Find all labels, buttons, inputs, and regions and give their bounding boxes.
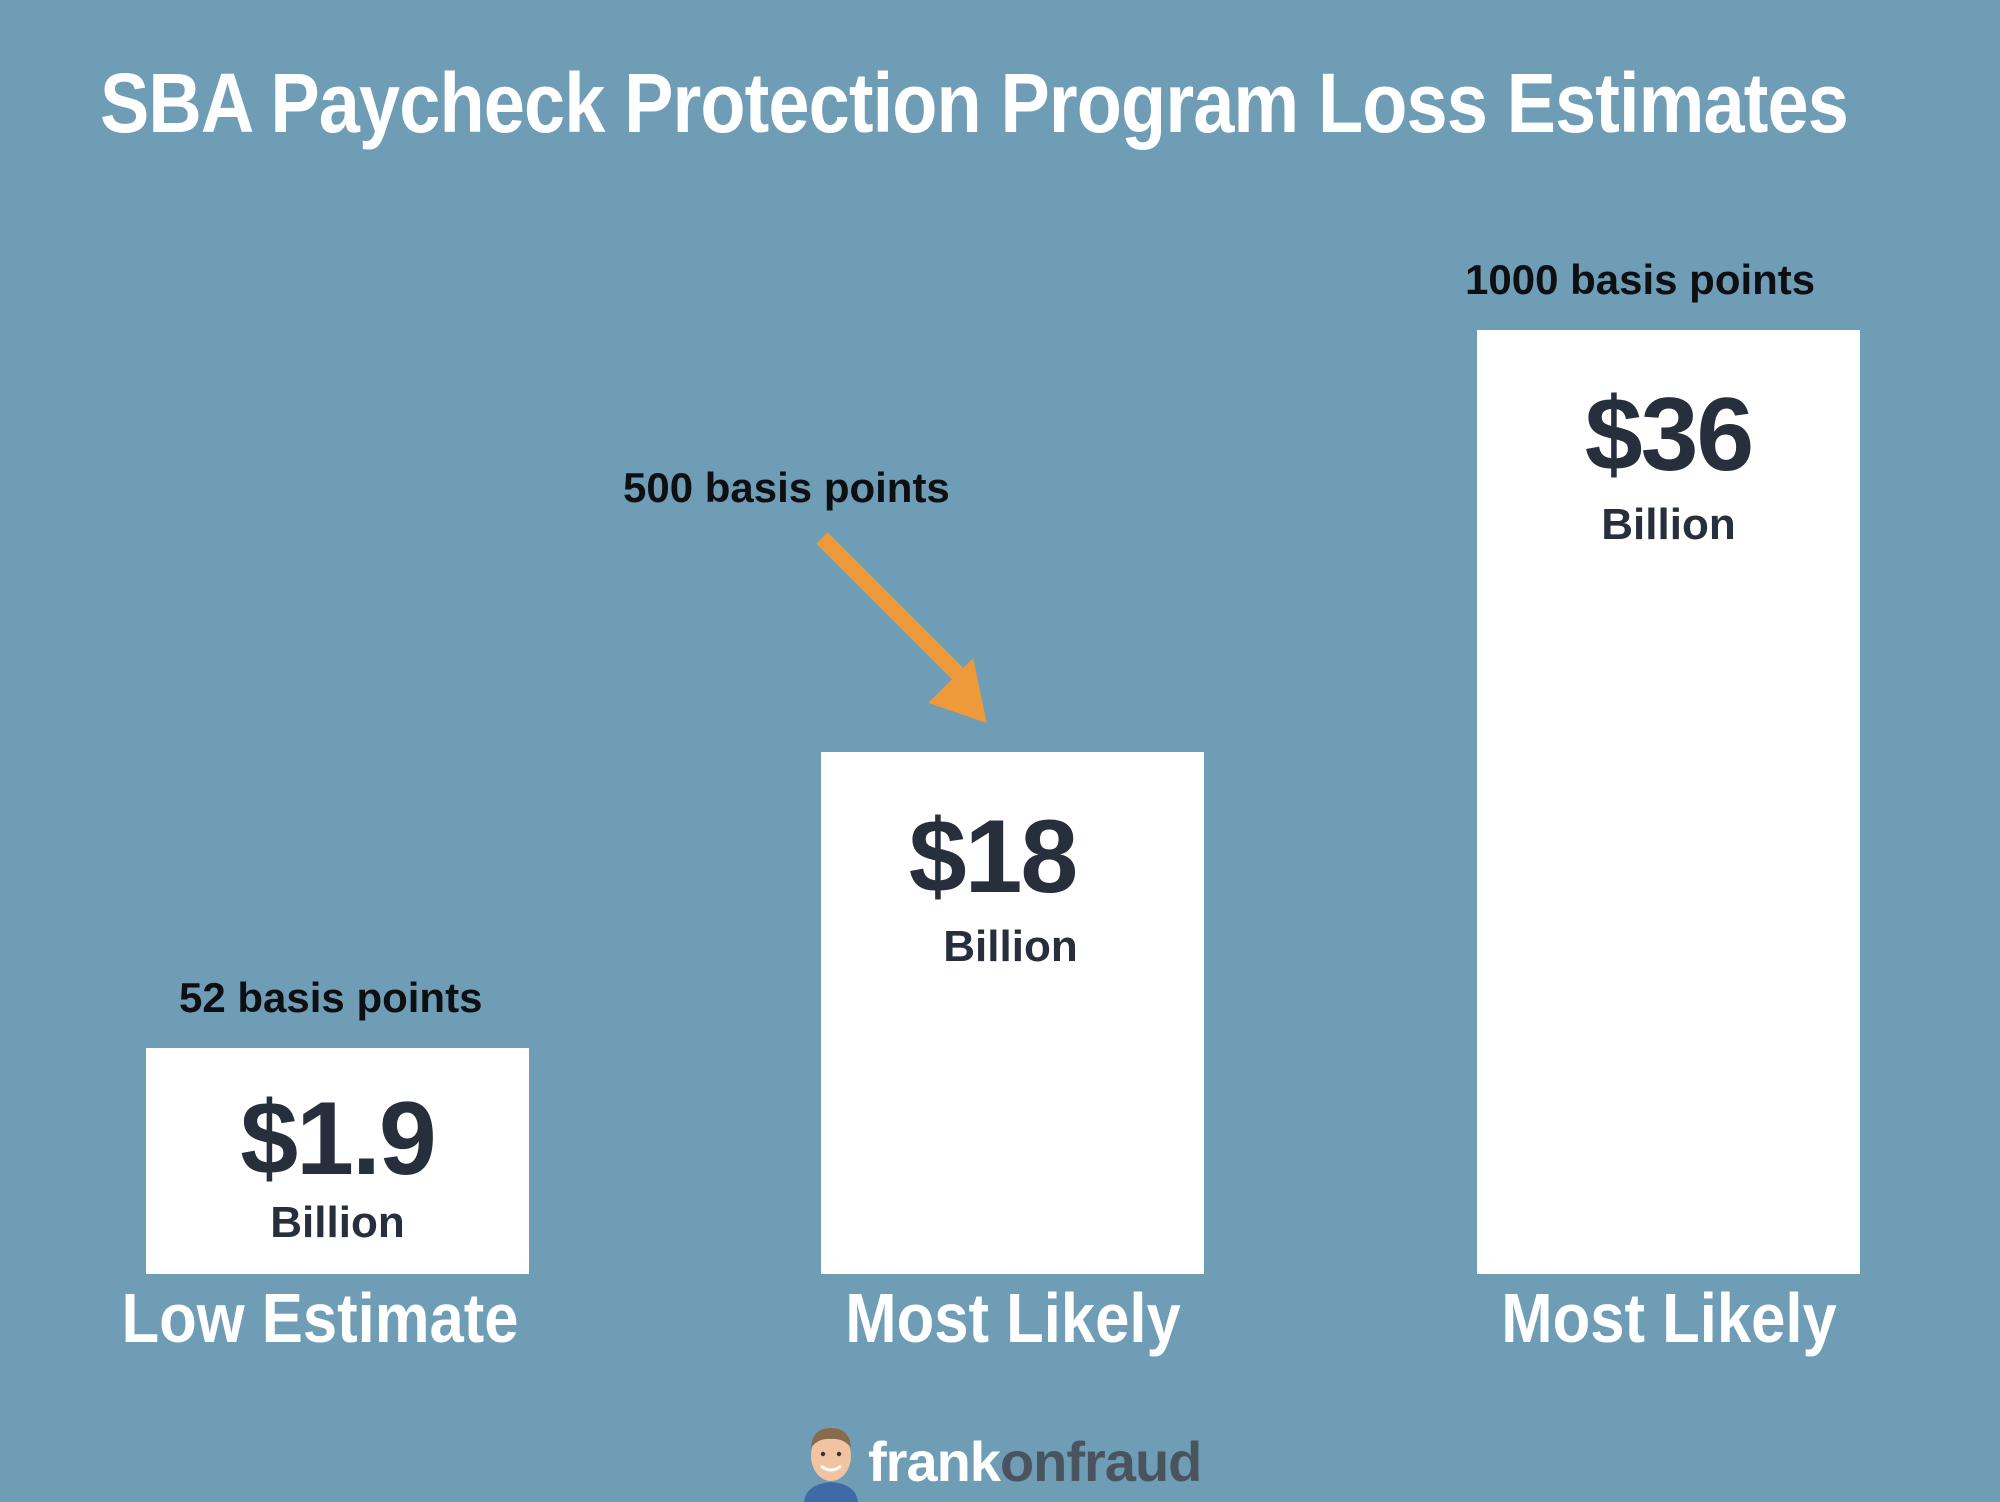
- category-label-2: Most Likely: [844, 1279, 1181, 1357]
- bar-1: [146, 1048, 529, 1274]
- category-label-3: Most Likely: [1500, 1279, 1837, 1357]
- arrow-icon: [816, 532, 987, 724]
- bar-2: [821, 752, 1204, 1274]
- bar-unit-label-1: Billion: [270, 1198, 405, 1247]
- basis-points-annotation-3: 1000 basis points: [1465, 256, 1816, 303]
- bar-value-label-3: $36: [1584, 377, 1755, 493]
- logo-text-frank: frank: [868, 1430, 1001, 1493]
- category-label-1: Low Estimate: [120, 1279, 519, 1357]
- avatar-icon: [804, 1428, 858, 1502]
- bar-3: [1477, 330, 1860, 1274]
- bar-value-label-1: $1.9: [240, 1081, 436, 1197]
- bar-value-label-2: $18: [908, 799, 1079, 915]
- bar-unit-label-3: Billion: [1601, 500, 1736, 549]
- logo-text-onfraud: onfraud: [999, 1430, 1202, 1493]
- basis-points-annotation-1: 52 basis points: [179, 974, 483, 1021]
- bar-unit-label-2: Billion: [943, 922, 1078, 971]
- frankonfraud-logo: frankonfraud: [790, 1410, 1202, 1502]
- chart-title: SBA Paycheck Protection Program Loss Est…: [100, 56, 1849, 150]
- basis-points-annotation-2: 500 basis points: [623, 464, 950, 511]
- logo-wordmark: frankonfraud: [868, 1430, 1202, 1494]
